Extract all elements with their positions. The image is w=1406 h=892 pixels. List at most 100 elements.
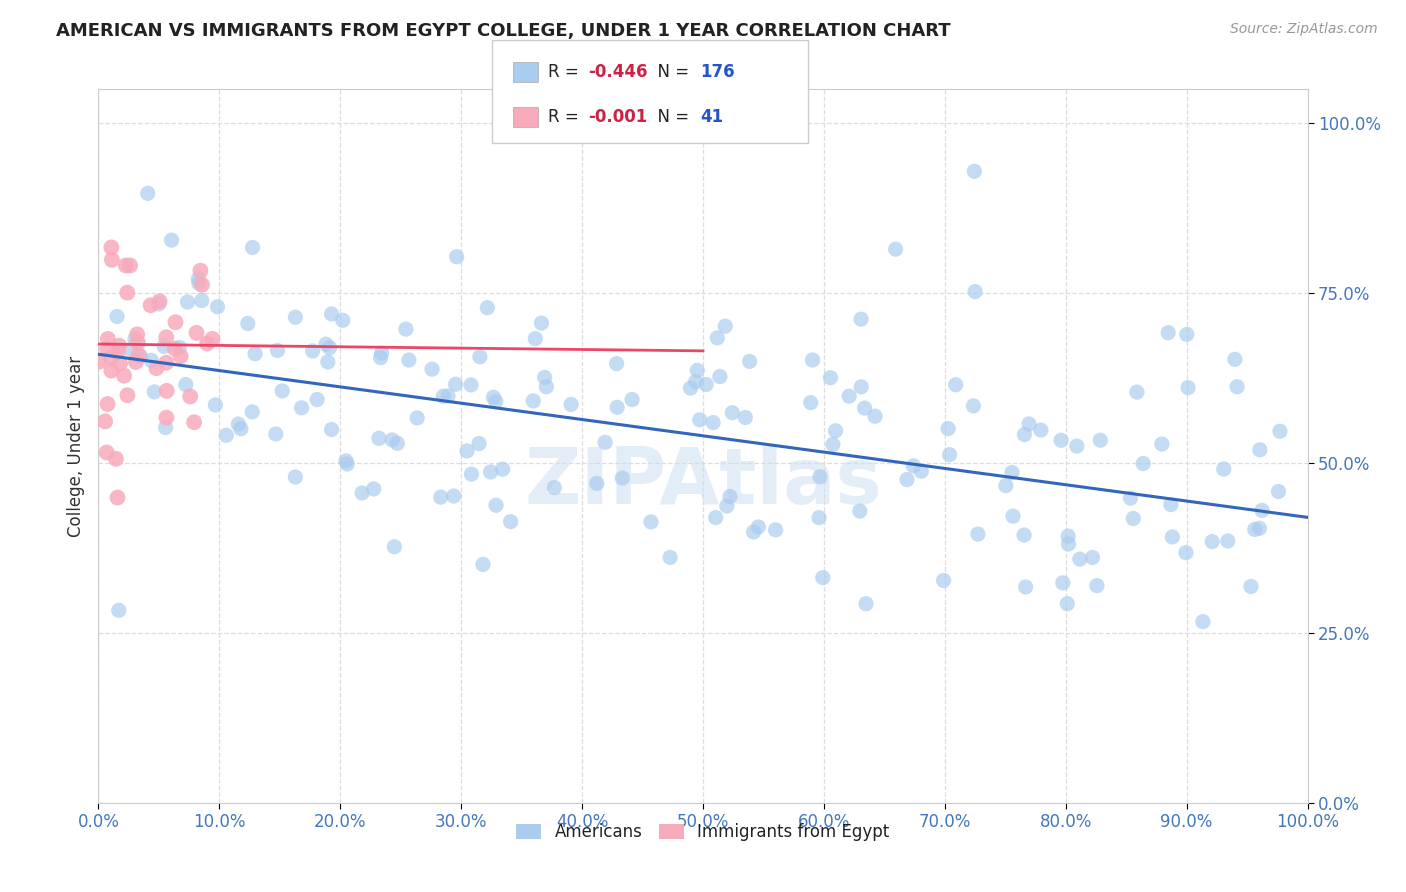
Point [659,550,682,565]
Point [321,307,343,321]
Point [1240,579,1263,593]
Point [316,355,339,369]
Point [384,540,406,554]
Point [97,332,120,346]
Point [336,457,359,471]
Point [117,285,139,300]
Point [706,331,728,345]
Point [820,370,842,384]
Point [100,351,122,365]
Point [183,415,205,429]
Point [398,353,420,368]
Point [855,597,877,611]
Text: N =: N = [647,108,695,126]
Point [1090,433,1112,447]
Point [1150,437,1173,451]
Point [101,252,124,267]
Point [456,443,478,458]
Point [522,393,544,408]
Point [117,388,139,402]
Point [290,401,312,415]
Point [734,410,756,425]
Point [811,571,834,585]
Point [910,464,932,478]
Point [114,259,136,273]
Point [585,476,607,491]
Point [1066,439,1088,453]
Point [1251,503,1274,517]
Text: 41: 41 [700,108,723,126]
Text: R =: R = [548,108,585,126]
Point [107,345,129,359]
Point [468,436,491,450]
Point [124,332,146,346]
Point [689,413,711,427]
Point [190,293,212,308]
Point [560,397,582,411]
Point [1161,530,1184,544]
Point [685,375,707,389]
Point [543,481,565,495]
Point [1223,352,1246,367]
Point [191,277,214,292]
Point [148,294,170,309]
Point [936,422,959,436]
Point [195,336,218,351]
Point [849,312,872,326]
Point [1029,423,1052,437]
Point [716,499,738,513]
Point [460,378,482,392]
Point [169,340,191,354]
Point [444,377,467,392]
Point [1069,552,1091,566]
Point [108,357,131,371]
Point [851,380,873,394]
Point [994,478,1017,492]
Point [606,357,628,371]
Point [145,361,167,376]
Point [240,405,263,419]
Point [307,392,329,407]
Point [742,524,765,539]
Point [215,428,238,442]
Text: 176: 176 [700,63,735,81]
Point [108,338,131,352]
Point [468,350,491,364]
Point [179,389,201,403]
Point [155,420,177,434]
Point [1212,462,1234,476]
Point [127,335,149,350]
Point [301,343,323,358]
Point [640,515,662,529]
Point [128,348,150,362]
Point [533,370,555,384]
Point [884,242,907,256]
Point [606,401,628,415]
Point [332,313,354,327]
Point [429,490,451,504]
Point [163,342,186,356]
Point [136,186,159,201]
Point [460,467,482,481]
Point [718,490,741,504]
Point [1268,424,1291,438]
Point [160,233,183,247]
Point [1216,533,1239,548]
Point [143,384,166,399]
Point [1267,484,1289,499]
Point [621,392,644,407]
Point [896,473,918,487]
Point [499,515,522,529]
Point [112,368,135,383]
Point [482,390,505,404]
Point [105,310,128,324]
Point [284,470,307,484]
Point [139,298,162,312]
Point [170,349,193,363]
Point [335,454,357,468]
Point [367,431,389,445]
Point [120,343,142,357]
Point [472,558,495,572]
Point [945,377,967,392]
Point [679,381,702,395]
